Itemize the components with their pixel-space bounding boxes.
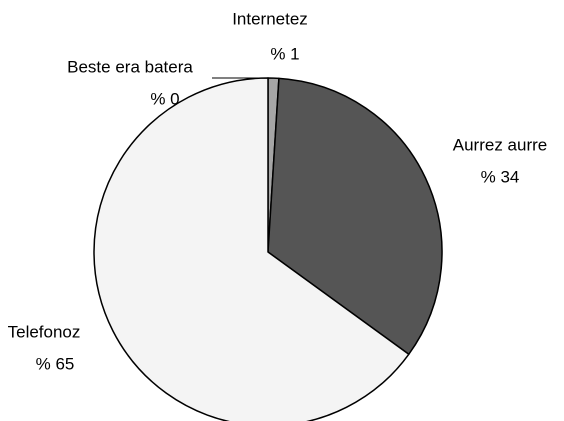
slice-label: Aurrez aurre xyxy=(453,135,547,154)
slice-value-label: % 34 xyxy=(481,167,520,186)
pie-slice xyxy=(267,77,443,356)
slice-value-label: % 1 xyxy=(270,44,299,63)
slice-value-label: % 0 xyxy=(150,89,179,108)
slice-label: Telefonoz xyxy=(8,322,81,341)
slice-label: Internetez xyxy=(232,9,308,28)
slice-value-label: % 65 xyxy=(36,354,75,373)
pie-slice xyxy=(93,77,410,421)
slice-label: Beste era batera xyxy=(67,57,193,76)
